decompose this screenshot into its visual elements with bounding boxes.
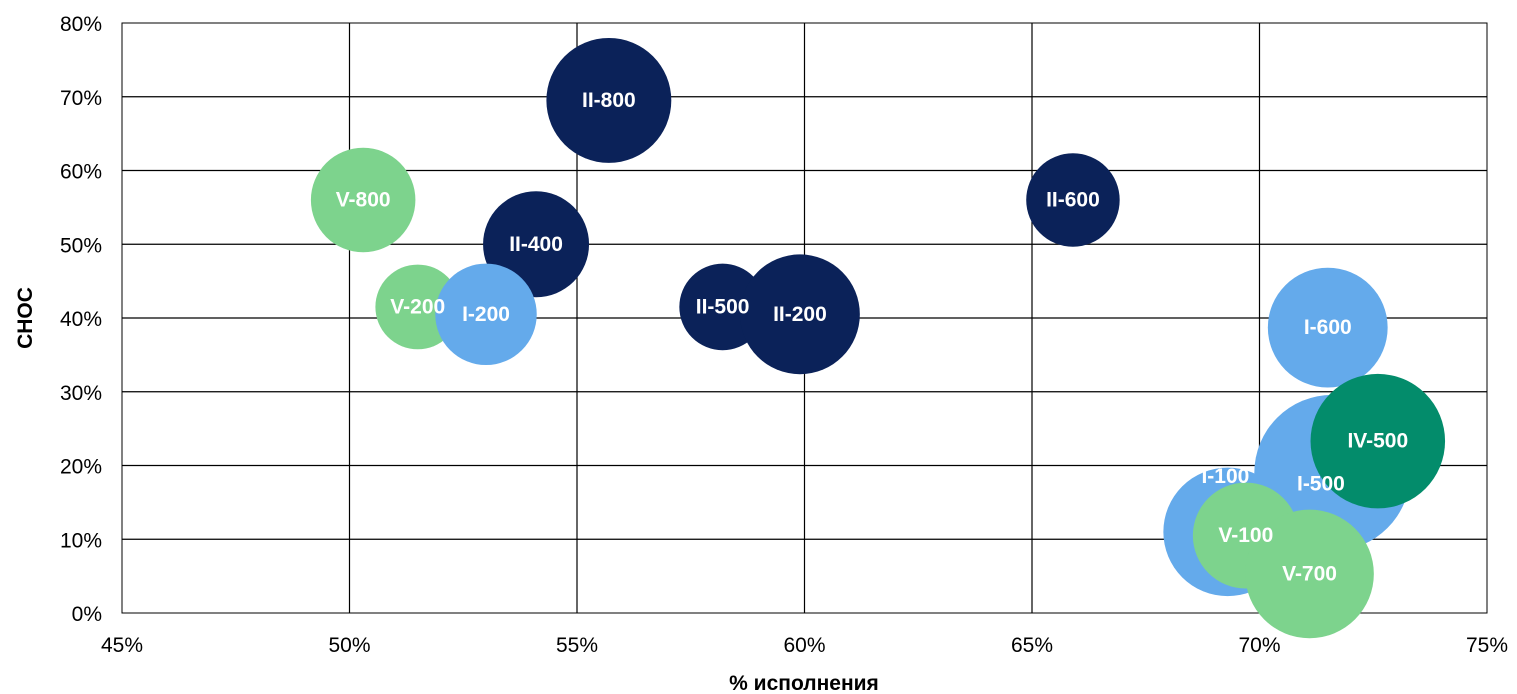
bubble-label: I-200 [462, 303, 510, 326]
bubble-ii-200 [740, 254, 860, 375]
y-tick-label: 50% [60, 234, 102, 257]
x-axis-ticks: 45% 50% 55% 60% 65% 70% 75% [101, 634, 1508, 657]
bubble-label: II-500 [696, 295, 750, 318]
bubble-i-600 [1267, 267, 1388, 388]
y-tick-label: 60% [60, 161, 102, 184]
bubble-label: V-100 [1218, 524, 1273, 547]
x-tick-label: 50% [328, 634, 370, 657]
y-tick-label: 40% [60, 308, 102, 331]
x-tick-label: 45% [101, 634, 143, 657]
x-tick-label: 60% [783, 634, 825, 657]
bubble-labels: II-800 V-800 II-600 II-400 V-200 I-200 II-500 I… [336, 89, 1408, 585]
x-tick-label: 55% [556, 634, 598, 657]
y-tick-label: 10% [60, 529, 102, 552]
bubble-label: V-700 [1282, 562, 1337, 585]
y-tick-label: 80% [60, 13, 102, 36]
x-tick-label: 65% [1011, 634, 1053, 657]
bubble-label: II-800 [582, 89, 636, 112]
bubbles [310, 37, 1446, 639]
x-tick-label: 75% [1466, 634, 1508, 657]
bubble-label: IV-500 [1347, 430, 1408, 453]
y-tick-label: 0% [72, 603, 102, 626]
bubble-ii-600 [1026, 153, 1120, 247]
bubble-label: V-200 [390, 295, 445, 318]
bubble-v-700 [1245, 509, 1374, 639]
bubble-ii-800 [546, 37, 672, 163]
bubble-label: II-400 [509, 233, 563, 256]
x-axis-title: % исполнения [729, 672, 879, 694]
bubble-label: I-500 [1297, 472, 1345, 495]
y-axis-ticks: 0% 10% 20% 30% 40% 50% 60% 70% 80% [60, 13, 102, 626]
bubble-v-800 [310, 147, 416, 253]
bubble-label: I-100 [1201, 465, 1249, 488]
bubble-i-200 [435, 263, 537, 366]
y-tick-label: 30% [60, 382, 102, 405]
bubble-label: II-200 [773, 303, 827, 326]
y-axis-title: СНОС [14, 287, 37, 349]
bubble-iv-500 [1310, 373, 1446, 509]
y-tick-label: 20% [60, 456, 102, 479]
bubble-label: II-600 [1046, 189, 1100, 212]
bubble-label: V-800 [336, 189, 391, 212]
y-tick-label: 70% [60, 87, 102, 110]
x-tick-label: 70% [1238, 634, 1280, 657]
bubble-label: I-600 [1304, 316, 1352, 339]
